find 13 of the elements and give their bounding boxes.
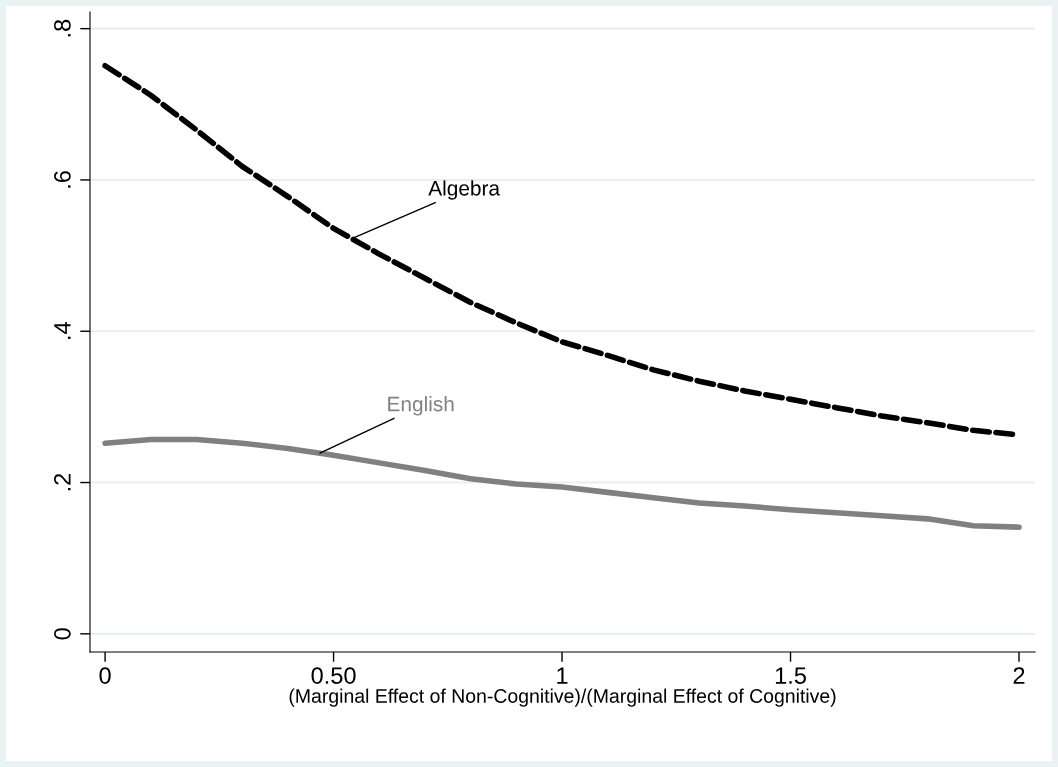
y-tick-label: .6	[54, 171, 71, 188]
y-tick-label: 0	[54, 628, 71, 640]
x-axis-title: (Marginal Effect of Non-Cognitive)/(Marginal Effect of Cognitive)	[289, 688, 836, 707]
x-tick-label: 1	[557, 667, 568, 684]
y-tick-label: .4	[54, 322, 71, 339]
x-tick-label: 0.50	[311, 667, 356, 684]
x-tick-label: 1.5	[775, 667, 806, 684]
y-tick-label: .2	[54, 473, 71, 491]
x-tick-label: 0	[99, 667, 111, 684]
text: English	[388, 396, 454, 416]
y-tick-label: .8	[54, 19, 71, 37]
x-tick-label: 2	[1013, 667, 1025, 684]
text: Algebra	[428, 180, 501, 200]
